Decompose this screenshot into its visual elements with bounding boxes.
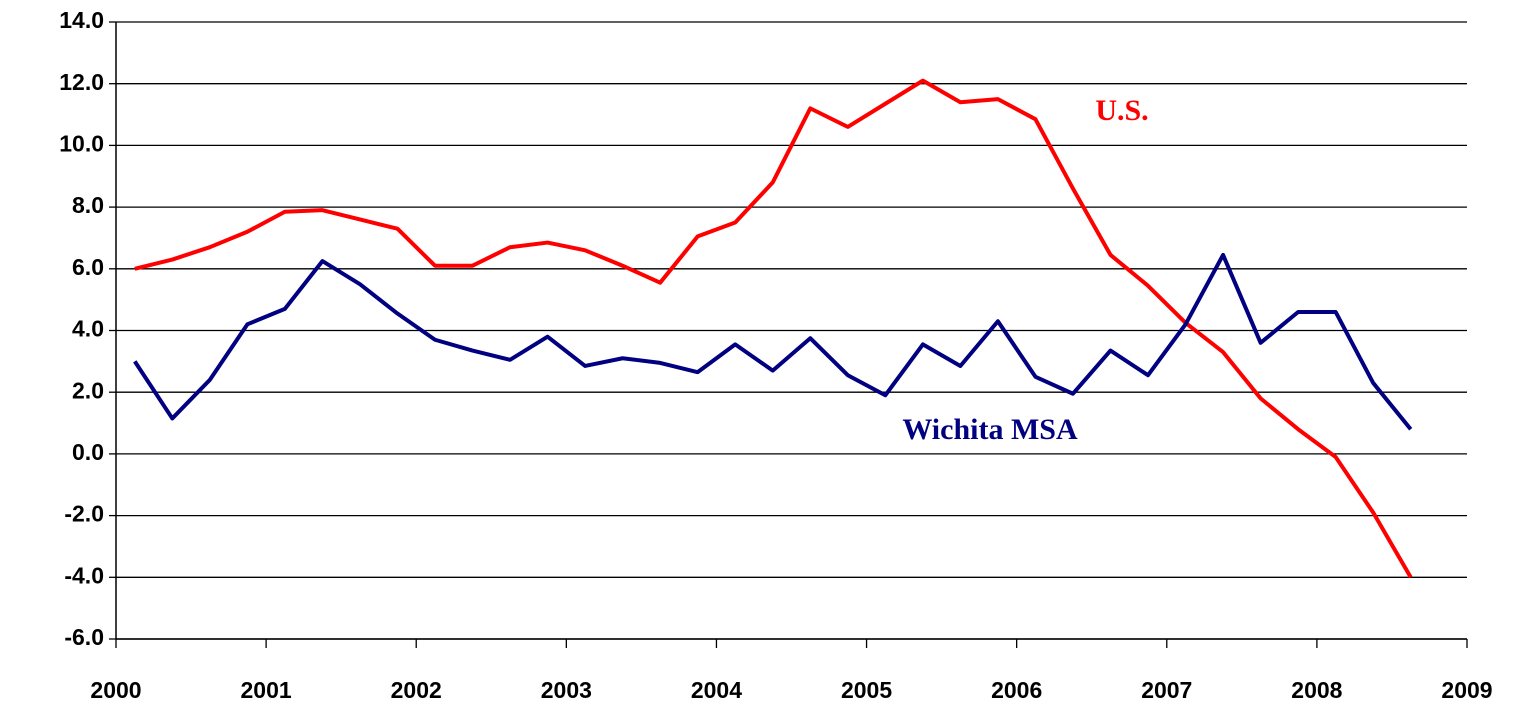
y-tick-label: 6.0 (72, 254, 104, 280)
x-tick-label: 2004 (691, 677, 742, 703)
series-line (134, 78, 1413, 579)
y-tick-label: 2.0 (72, 377, 104, 403)
y-tick-label: 8.0 (72, 192, 104, 218)
y-tick-label: -2.0 (64, 501, 104, 527)
x-tick-label: 2002 (391, 677, 442, 703)
x-tick-label: 2006 (991, 677, 1042, 703)
y-tick-label: -6.0 (64, 624, 104, 650)
series-label: Wichita MSA (902, 413, 1078, 446)
x-tick-label: 2007 (1141, 677, 1192, 703)
series-line (133, 252, 1413, 431)
series-label: U.S. (1095, 94, 1148, 127)
y-tick-label: 10.0 (59, 130, 104, 156)
y-tick-label: -4.0 (64, 562, 104, 588)
x-tick-label: 2003 (541, 677, 592, 703)
y-tick-label: 4.0 (72, 316, 104, 342)
x-tick-label: 2001 (241, 677, 292, 703)
y-tick-label: 12.0 (59, 69, 104, 95)
x-tick-label: 2008 (1291, 677, 1342, 703)
y-tick-label: 14.0 (59, 7, 104, 33)
x-tick-label: 2000 (90, 677, 141, 703)
x-tick-label: 2009 (1441, 677, 1492, 703)
y-tick-label: 0.0 (72, 439, 104, 465)
x-tick-label: 2005 (841, 677, 892, 703)
